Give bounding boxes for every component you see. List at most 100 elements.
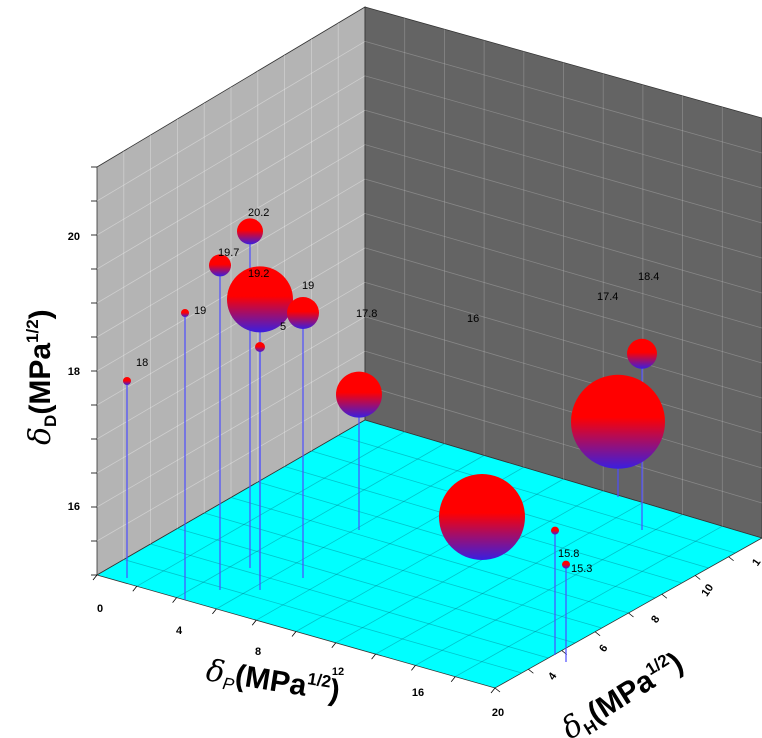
x-axis-unit: (MPa	[233, 659, 309, 703]
data-sphere	[336, 371, 382, 418]
grid-line	[695, 575, 701, 580]
x-tick: 8	[255, 646, 261, 658]
data-sphere	[123, 377, 131, 385]
data-label: 18	[136, 357, 148, 369]
x-axis-title: δP(MPa1/2)	[203, 653, 342, 711]
grid-line	[96, 178, 366, 338]
floor	[95, 419, 762, 689]
svg-text:δP(MPa1/2): δP(MPa1/2)	[203, 653, 342, 711]
data-sphere	[181, 309, 189, 317]
data-label: 17.4	[597, 291, 618, 303]
z-tick: 18	[68, 366, 80, 378]
data-sphere	[551, 526, 559, 535]
y-tick: 1	[750, 557, 762, 569]
z-axis-title: δD(MPa1/2)	[23, 309, 60, 445]
grid-line	[216, 455, 485, 610]
grid-line	[364, 316, 762, 434]
z-axis-symbol: δ	[23, 427, 58, 445]
grid-line	[177, 528, 576, 644]
grid-line	[628, 612, 634, 618]
y-axis-title: δH(MPa1/2)	[556, 645, 691, 738]
grid-line	[132, 586, 138, 592]
grid-line	[375, 502, 644, 655]
grid-line	[291, 631, 297, 637]
svg-text:δH(MPa1/2): δH(MPa1/2)	[556, 645, 691, 738]
x-tick: 20	[492, 707, 504, 719]
grid-line	[96, 41, 366, 202]
x-axis-sup: 1/2	[306, 669, 332, 691]
grid-line	[364, 281, 762, 399]
grid-line	[594, 631, 601, 637]
y-axis-ticks: 4 6 8 10 1	[546, 557, 762, 683]
grid-line	[364, 41, 762, 154]
grid-line	[411, 665, 416, 671]
x-tick: 16	[412, 687, 424, 699]
grid-line	[455, 525, 723, 678]
data-label: 19	[302, 280, 314, 292]
grid-line	[96, 75, 366, 236]
data-label: 20.2	[248, 207, 269, 219]
data-label: 17.8	[356, 308, 377, 320]
grid-line	[96, 247, 366, 406]
data-sphere	[227, 266, 293, 333]
grid-line	[96, 281, 366, 440]
grid-line	[96, 350, 366, 508]
spheres	[123, 218, 665, 569]
grid-line	[364, 75, 762, 189]
z-axis-close: )	[24, 309, 57, 319]
grid-line	[728, 556, 734, 562]
grid-line	[96, 316, 366, 474]
grid-line	[364, 109, 762, 224]
grid-line	[150, 543, 549, 659]
x-tick: 0	[97, 603, 103, 615]
data-sphere	[439, 474, 525, 560]
z-axis-unit: (MPa	[24, 343, 57, 415]
grid-line	[364, 350, 762, 469]
grid-line	[490, 687, 496, 694]
grid-line	[335, 490, 604, 644]
x-axis-symbol: δ	[204, 653, 227, 690]
data-sphere	[209, 254, 231, 277]
grid-line	[364, 247, 762, 364]
data-sphere	[562, 560, 570, 569]
grid-line	[415, 514, 683, 666]
grid-line	[172, 597, 177, 603]
grid-line	[661, 593, 668, 599]
grid-line	[230, 497, 629, 614]
grid-line	[212, 608, 217, 615]
grid-line	[364, 213, 762, 329]
y-tick: 6	[597, 643, 610, 655]
data-label: 5	[280, 321, 286, 333]
x-axis-ticks: 0 4 8 12 16 20	[97, 603, 504, 719]
data-sphere	[255, 342, 265, 352]
grid-line	[96, 109, 366, 270]
data-label: 18.4	[638, 271, 659, 283]
data-label: 19.7	[218, 247, 239, 259]
x-axis-sub: P	[221, 674, 236, 695]
z-tick: 20	[68, 231, 80, 243]
grid-line	[364, 385, 762, 504]
z-axis-sup: 1/2	[23, 319, 42, 343]
data-label: 19	[194, 305, 206, 317]
grid-line	[92, 574, 98, 581]
grid-line	[136, 431, 405, 587]
grid-line	[364, 178, 762, 294]
data-sphere	[237, 218, 263, 245]
z-axis-sub: D	[41, 415, 60, 427]
grid-line	[450, 676, 456, 682]
grid-line	[176, 443, 445, 598]
grid-line	[123, 559, 522, 674]
y-tick: 10	[699, 582, 716, 599]
z-axis-ticks: 16 18 20	[68, 231, 80, 513]
grid-line	[338, 435, 736, 554]
data-sphere	[287, 297, 319, 329]
grid-line	[528, 668, 534, 674]
data-label: 15.8	[558, 548, 579, 560]
x-tick: 4	[176, 625, 183, 637]
grid-line	[96, 144, 366, 304]
data-sphere	[571, 374, 665, 469]
x-tick: 12	[332, 666, 344, 678]
grid-line	[364, 144, 762, 259]
grid-line	[331, 642, 337, 649]
